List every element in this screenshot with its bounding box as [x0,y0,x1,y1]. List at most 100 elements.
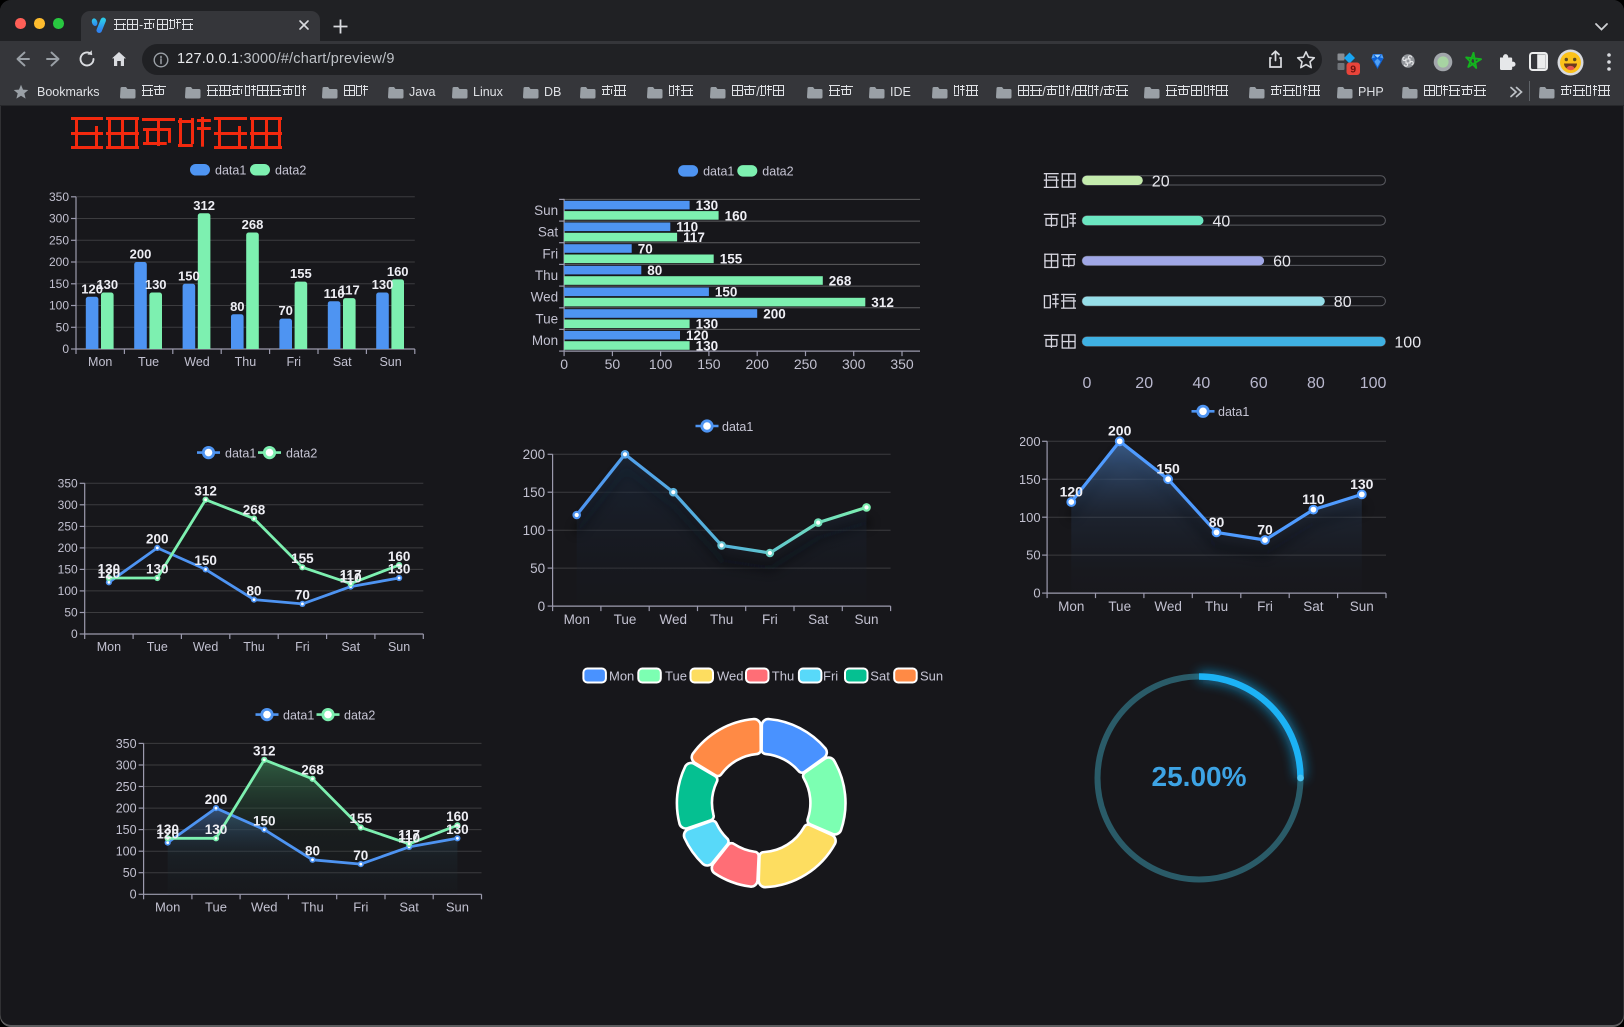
svg-text:Wed: Wed [660,612,688,627]
svg-text:Thu: Thu [235,355,257,369]
svg-text:Fri: Fri [353,899,368,914]
svg-text:100: 100 [1394,334,1421,351]
svg-text:Fri: Fri [1257,599,1273,614]
svg-text:312: 312 [194,483,217,498]
svg-text:150: 150 [49,277,69,291]
svg-text:Thu: Thu [1205,599,1228,614]
svg-text:70: 70 [278,303,292,318]
svg-text:80: 80 [1307,375,1325,392]
svg-text:50: 50 [56,321,70,335]
svg-text:350: 350 [49,190,69,204]
svg-text:data1: data1 [225,446,256,460]
svg-text:0: 0 [62,342,69,356]
svg-text:130: 130 [146,562,169,577]
svg-text:80: 80 [647,263,662,278]
svg-text:350: 350 [116,737,137,751]
svg-text:50: 50 [64,606,78,620]
svg-text:117: 117 [339,283,360,298]
svg-text:70: 70 [638,241,653,256]
svg-text:60: 60 [1250,375,1268,392]
svg-text:110: 110 [1302,491,1325,507]
svg-text:130: 130 [696,198,719,213]
svg-text:350: 350 [58,477,78,491]
svg-text:120: 120 [81,281,103,296]
svg-text:120: 120 [156,826,179,841]
svg-text:Sat: Sat [333,355,352,369]
svg-text:Tue: Tue [205,899,227,914]
svg-text:data1: data1 [722,420,753,434]
svg-text:0: 0 [130,888,137,902]
svg-text:120: 120 [686,328,709,343]
svg-text:Sun: Sun [854,612,878,627]
svg-text:130: 130 [98,562,121,577]
svg-text:100: 100 [1020,510,1041,525]
svg-text:155: 155 [350,811,373,826]
svg-text:Sat: Sat [538,225,559,240]
svg-text:80: 80 [1209,514,1225,530]
svg-text:Thu: Thu [301,899,323,914]
svg-text:300: 300 [842,356,866,372]
svg-text:80: 80 [305,844,320,859]
svg-text:40: 40 [1193,375,1211,392]
svg-text:Mon: Mon [155,899,180,914]
svg-text:150: 150 [523,485,546,500]
svg-text:Thu: Thu [243,640,265,654]
svg-text:130: 130 [372,277,394,292]
svg-text:150: 150 [697,356,721,372]
svg-text:Mon: Mon [1058,599,1084,614]
svg-text:data2: data2 [275,164,306,178]
svg-text:150: 150 [116,823,137,837]
svg-text:150: 150 [194,553,217,568]
svg-text:50: 50 [530,561,545,576]
svg-text:Mon: Mon [88,355,112,369]
svg-text:130: 130 [205,822,228,837]
svg-text:Fri: Fri [762,612,778,627]
svg-text:130: 130 [145,277,167,292]
svg-text:0: 0 [538,599,546,614]
svg-text:Fri: Fri [823,668,838,683]
svg-text:117: 117 [398,828,420,843]
svg-text:268: 268 [242,217,264,232]
svg-text:120: 120 [98,566,121,581]
svg-text:150: 150 [1156,461,1180,477]
svg-text:Sun: Sun [920,668,943,683]
svg-text:Mon: Mon [97,640,121,654]
svg-text:100: 100 [49,299,69,313]
svg-text:155: 155 [291,551,314,566]
svg-text:Wed: Wed [251,899,278,914]
svg-text:200: 200 [746,356,770,372]
svg-text:100: 100 [649,356,673,372]
svg-text:155: 155 [720,252,743,267]
svg-text:268: 268 [829,273,852,288]
svg-text:Tue: Tue [665,668,687,683]
svg-text:0: 0 [560,356,568,372]
svg-text:312: 312 [193,198,215,213]
svg-text:0: 0 [1083,375,1092,392]
svg-text:200: 200 [1108,423,1132,439]
svg-text:150: 150 [715,285,738,300]
svg-text:155: 155 [290,266,312,281]
svg-text:Fri: Fri [295,640,310,654]
svg-text:250: 250 [49,234,69,248]
svg-text:0: 0 [1033,586,1040,601]
svg-text:200: 200 [1020,434,1041,449]
svg-text:130: 130 [156,822,179,837]
svg-text:data1: data1 [1218,405,1249,419]
svg-text:Sun: Sun [534,203,558,218]
svg-text:150: 150 [58,563,78,577]
svg-text:117: 117 [683,230,705,245]
svg-text:300: 300 [116,758,137,772]
svg-text:Tue: Tue [535,311,558,326]
svg-text:9: 9 [1350,63,1356,75]
svg-text:80: 80 [1334,294,1352,311]
svg-text:data1: data1 [215,164,246,178]
svg-text:20: 20 [1135,375,1153,392]
svg-text:50: 50 [123,866,137,880]
svg-text:Fri: Fri [542,246,558,261]
svg-text:250: 250 [794,356,818,372]
svg-text:Sat: Sat [399,899,419,914]
svg-text:Sun: Sun [1350,599,1374,614]
svg-text:200: 200 [763,306,786,321]
svg-text:Tue: Tue [614,612,637,627]
svg-text:data2: data2 [344,708,375,722]
